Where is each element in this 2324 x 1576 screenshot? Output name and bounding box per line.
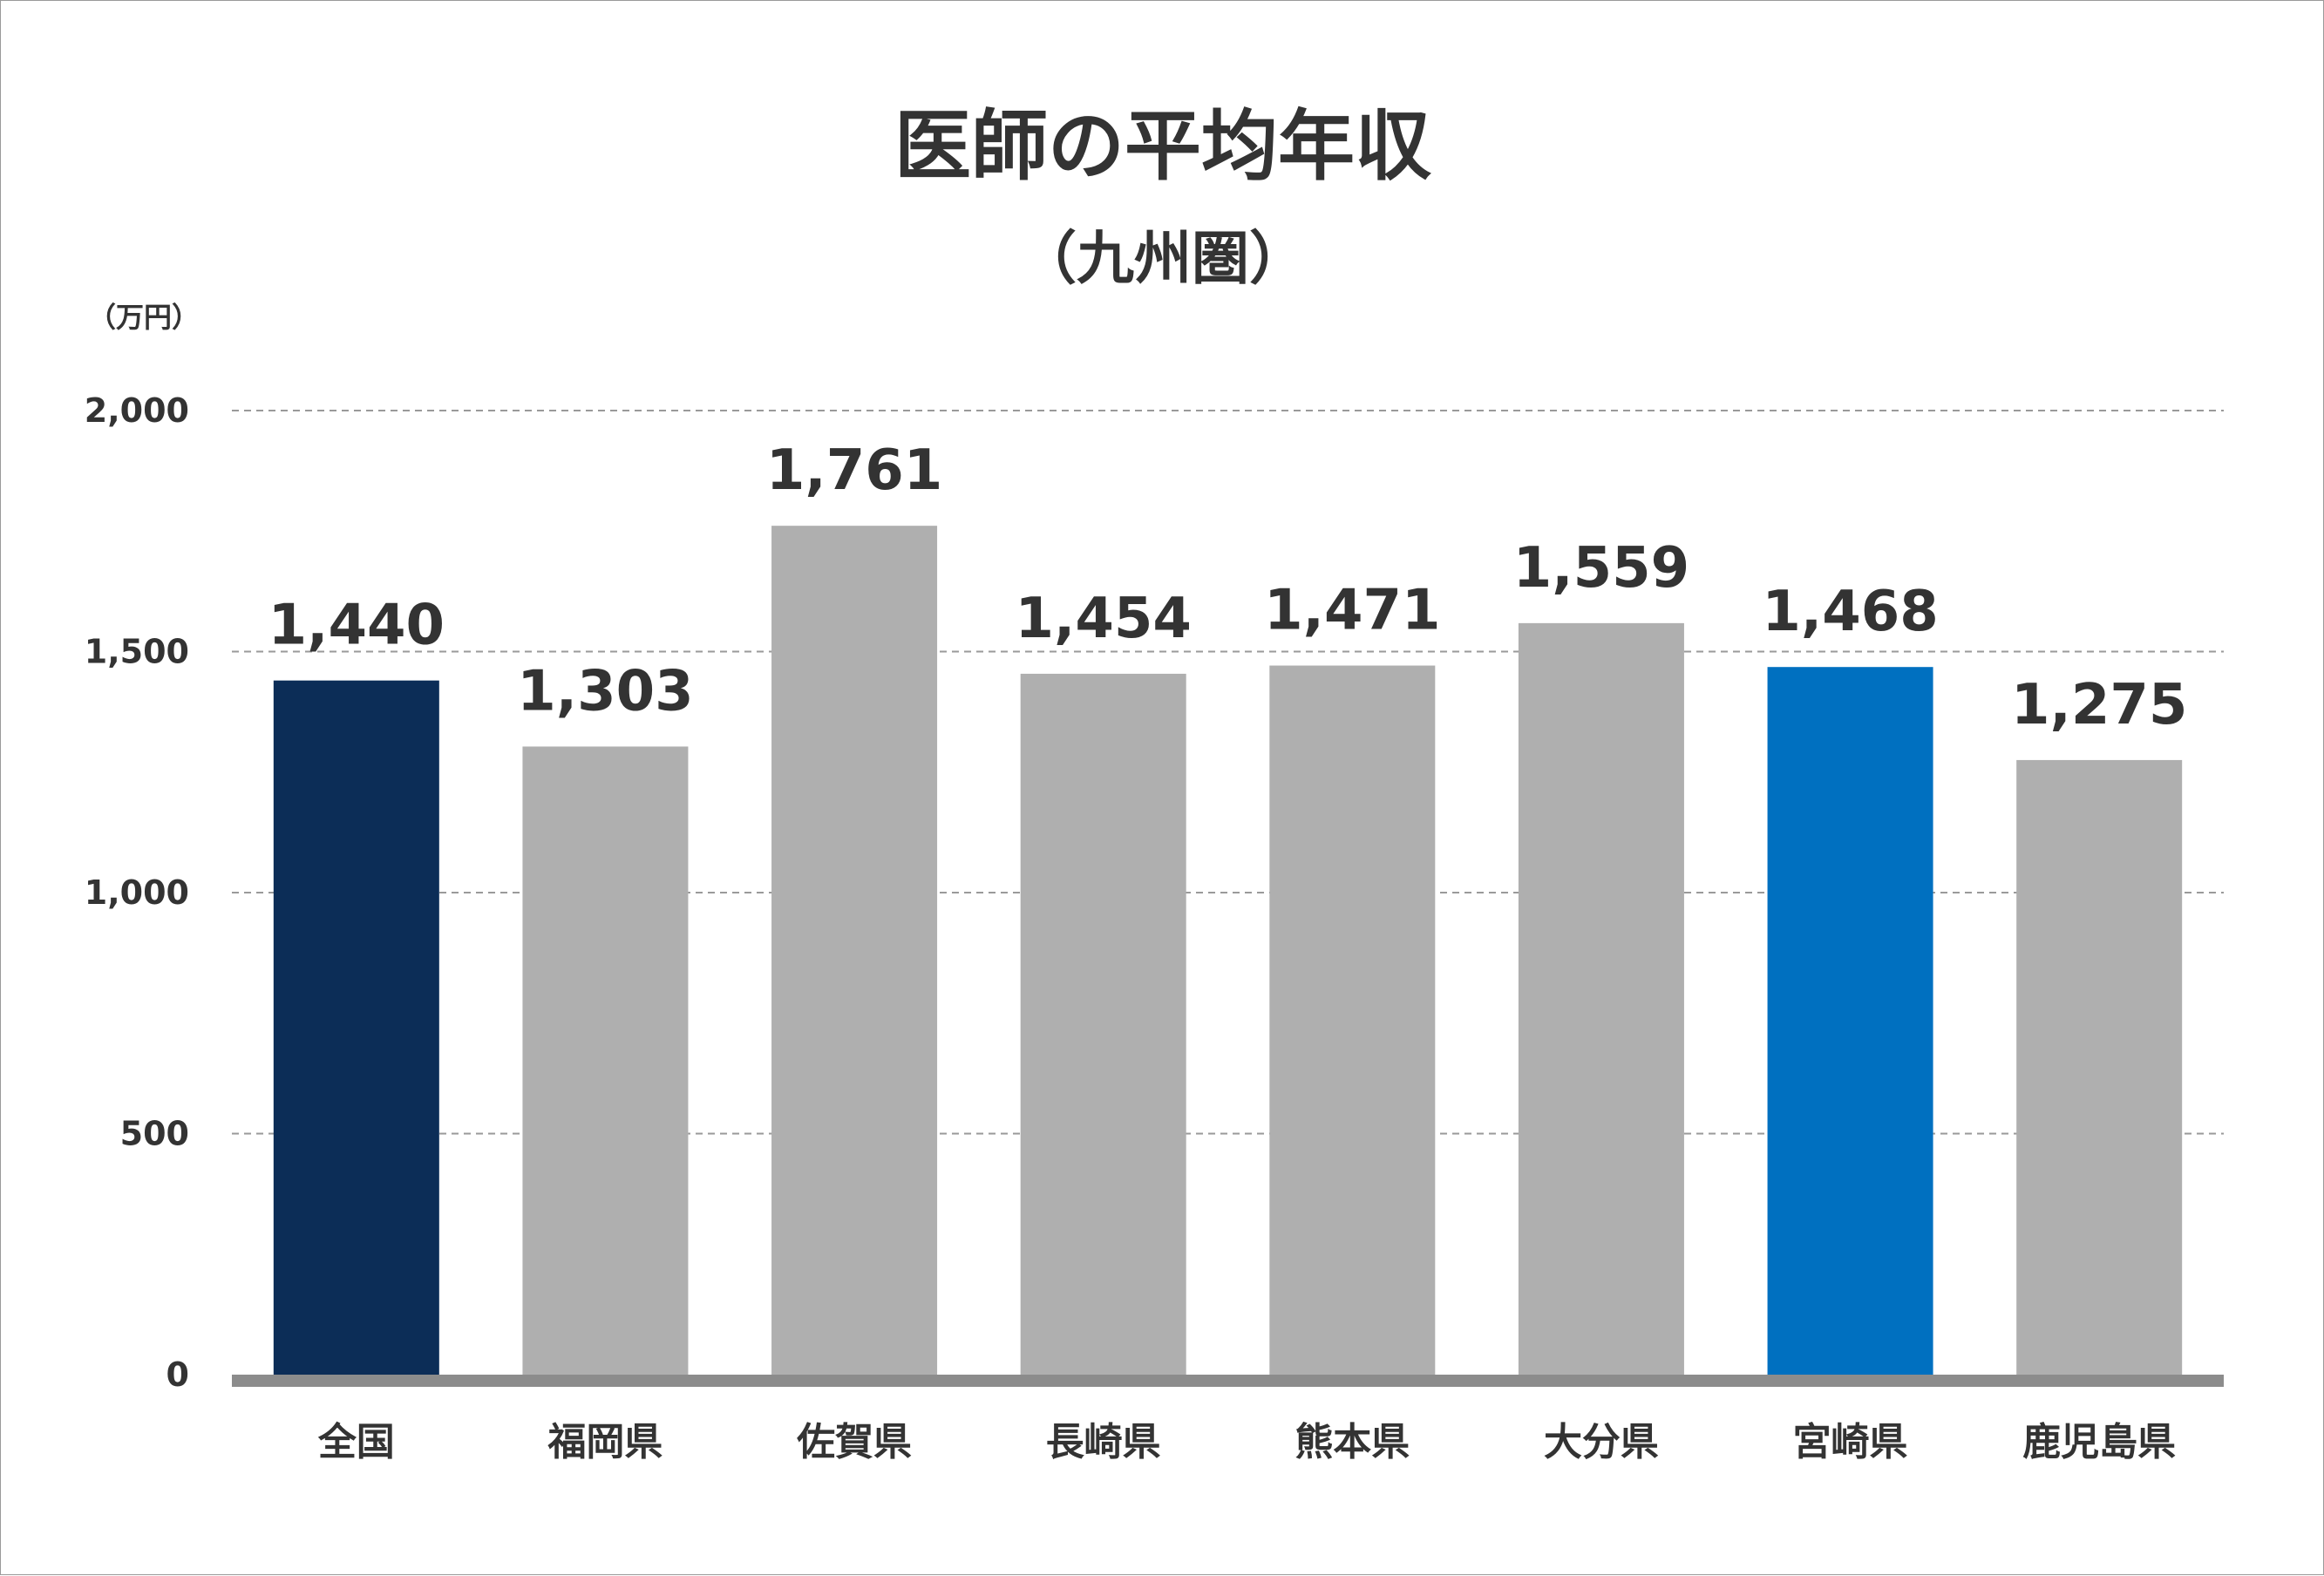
bar [771,526,938,1375]
y-tick-label: 2,000 [85,391,189,430]
bar [522,746,689,1375]
data-label: 1,440 [268,594,445,658]
category-label: 宮崎県 [1793,1420,1908,1464]
y-tick-label: 0 [166,1355,189,1394]
data-labels: 1,440 1,303 1,761 1,454 1,471 1,559 1,468 1,275 [268,438,2188,737]
bar [273,680,439,1375]
x-axis [232,1375,2224,1387]
category-label: 大分県 [1544,1420,1659,1464]
data-label: 1,275 [2011,673,2187,737]
bar [1020,673,1186,1375]
chart-subtitle: （九州圏） [1019,225,1307,292]
data-label: 1,303 [517,659,693,723]
data-label: 1,454 [1015,587,1191,651]
y-axis-ticks: 0 500 1,000 1,500 2,000 [85,391,189,1394]
bars [273,526,2183,1375]
category-label: 福岡県 [547,1420,663,1464]
x-axis-line [232,1375,2224,1387]
chart-title: 医師の平均年収 [894,101,1431,191]
y-tick-label: 1,500 [85,633,189,671]
category-label: 全国 [317,1420,395,1464]
y-axis-unit-label: （万円） [88,301,200,334]
data-label: 1,761 [766,438,942,503]
bar [1518,622,1684,1375]
bar [1767,667,1933,1375]
category-label: 鹿児島県 [2022,1420,2176,1464]
y-tick-label: 1,000 [85,873,189,912]
data-label: 1,468 [1762,580,1938,644]
bar [2016,759,2183,1375]
bar [1269,665,1436,1375]
data-label: 1,471 [1264,579,1440,643]
category-labels: 全国 福岡県 佐賀県 長崎県 熊本県 大分県 宮崎県 鹿児島県 [317,1420,2176,1464]
data-label: 1,559 [1513,536,1689,601]
category-label: 熊本県 [1295,1420,1410,1464]
category-label: 佐賀県 [796,1420,912,1464]
category-label: 長崎県 [1046,1420,1161,1464]
y-tick-label: 500 [120,1115,189,1153]
